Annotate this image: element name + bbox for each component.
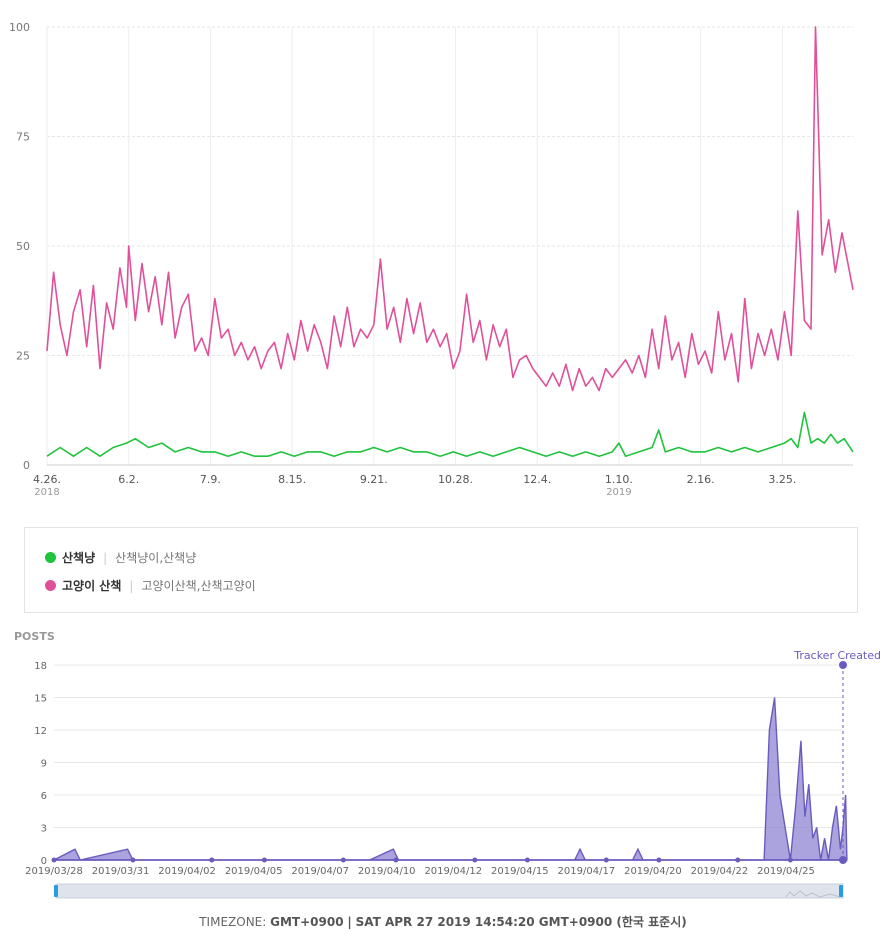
tracker-created-label: Tracker Created: [793, 649, 881, 662]
y-tick-label: 25: [16, 350, 30, 363]
tracker-created-base-dot: [839, 856, 847, 864]
series-line-1: [47, 412, 853, 456]
x-tick-label: 2019/04/05: [225, 866, 283, 877]
timezone-value: GMT+0900: [270, 915, 343, 929]
y-tick-label: 9: [41, 759, 47, 770]
series-line-0: [47, 27, 853, 391]
posts-marker: [262, 858, 267, 863]
x-tick-label: 2019/04/10: [358, 866, 416, 877]
x-tick-label: 2019/04/20: [624, 866, 682, 877]
x-tick-year-label: 2018: [34, 487, 59, 498]
posts-marker: [130, 858, 135, 863]
range-navigator[interactable]: [54, 884, 843, 898]
y-tick-label: 75: [16, 131, 30, 144]
posts-marker: [525, 858, 530, 863]
x-tick-label: 2019/04/22: [691, 866, 749, 877]
x-tick-label: 4.26.: [33, 473, 61, 486]
x-tick-label: 8.15.: [278, 473, 306, 486]
x-tick-label: 2019/04/07: [291, 866, 349, 877]
x-tick-label: 2019/04/17: [558, 866, 616, 877]
timezone-footer: TIMEZONE: GMT+0900 | SAT APR 27 2019 14:…: [0, 913, 886, 930]
x-tick-label: 12.4.: [523, 473, 551, 486]
posts-marker: [209, 858, 214, 863]
search-trend-chart: 0 25 50 75 100 4.26.2018 6.2. 7.9. 8.15. 9.21. 10.…: [0, 0, 886, 515]
posts-marker: [472, 858, 477, 863]
navigator-left-handle[interactable]: [54, 885, 58, 897]
posts-marker: [52, 858, 57, 863]
x-tick-label: 2019/04/12: [424, 866, 482, 877]
legend-keywords: 산책냥이,산책냥: [115, 549, 196, 566]
x-tick-label: 7.9.: [200, 473, 221, 486]
y-tick-label: 50: [16, 240, 30, 253]
posts-marker: [735, 858, 740, 863]
navigator-track: [56, 884, 843, 898]
posts-area: [54, 698, 847, 861]
x-tick-label: 9.21.: [360, 473, 388, 486]
legend-box: 산책냥 | 산책냥이,산책냥 고양이 산책 | 고양이산책,산책고양이: [24, 527, 858, 613]
posts-marker: [393, 858, 398, 863]
legend-separator: |: [103, 551, 107, 565]
posts-marker: [341, 858, 346, 863]
y-tick-label: 0: [23, 459, 30, 472]
legend-name: 산책냥: [62, 549, 95, 566]
navigator-right-handle[interactable]: [839, 885, 843, 897]
posts-marker: [788, 858, 793, 863]
timezone-separator: |: [347, 915, 351, 929]
legend-dot-icon: [45, 580, 56, 591]
tracker-created-dot: [839, 661, 847, 669]
x-tick-label: 2019/04/02: [158, 866, 216, 877]
legend-keywords: 고양이산책,산책고양이: [141, 577, 255, 594]
x-tick-label: 2019/04/15: [491, 866, 549, 877]
posts-marker: [604, 858, 609, 863]
y-tick-label: 3: [41, 824, 47, 835]
y-tick-label: 12: [34, 726, 47, 737]
x-tick-label: 3.25.: [768, 473, 796, 486]
x-tick-label: 2019/04/25: [757, 866, 815, 877]
legend-separator: |: [129, 579, 133, 593]
x-tick-label: 6.2.: [118, 473, 139, 486]
legend-item-santaeknyang[interactable]: 산책냥 | 산책냥이,산책냥: [45, 549, 196, 566]
x-tick-label: 2.16.: [687, 473, 715, 486]
x-tick-label: 10.28.: [438, 473, 473, 486]
x-tick-year-label: 2019: [606, 487, 631, 498]
x-tick-label: 2019/03/28: [25, 866, 83, 877]
timezone-label: TIMEZONE:: [199, 915, 266, 929]
y-tick-label: 100: [9, 21, 30, 34]
x-tick-label: 2019/03/31: [92, 866, 150, 877]
posts-title: POSTS: [14, 630, 55, 643]
y-tick-label: 15: [34, 694, 47, 705]
posts-marker: [656, 858, 661, 863]
legend-name: 고양이 산책: [62, 577, 121, 594]
timezone-datetime: SAT APR 27 2019 14:54:20 GMT+0900 (한국 표준…: [356, 915, 687, 929]
legend-item-goyangi-santaek[interactable]: 고양이 산책 | 고양이산책,산책고양이: [45, 577, 256, 594]
y-tick-label: 18: [34, 661, 47, 672]
x-tick-label: 1.10.: [605, 473, 633, 486]
y-tick-label: 6: [41, 791, 47, 802]
legend-dot-icon: [45, 552, 56, 563]
